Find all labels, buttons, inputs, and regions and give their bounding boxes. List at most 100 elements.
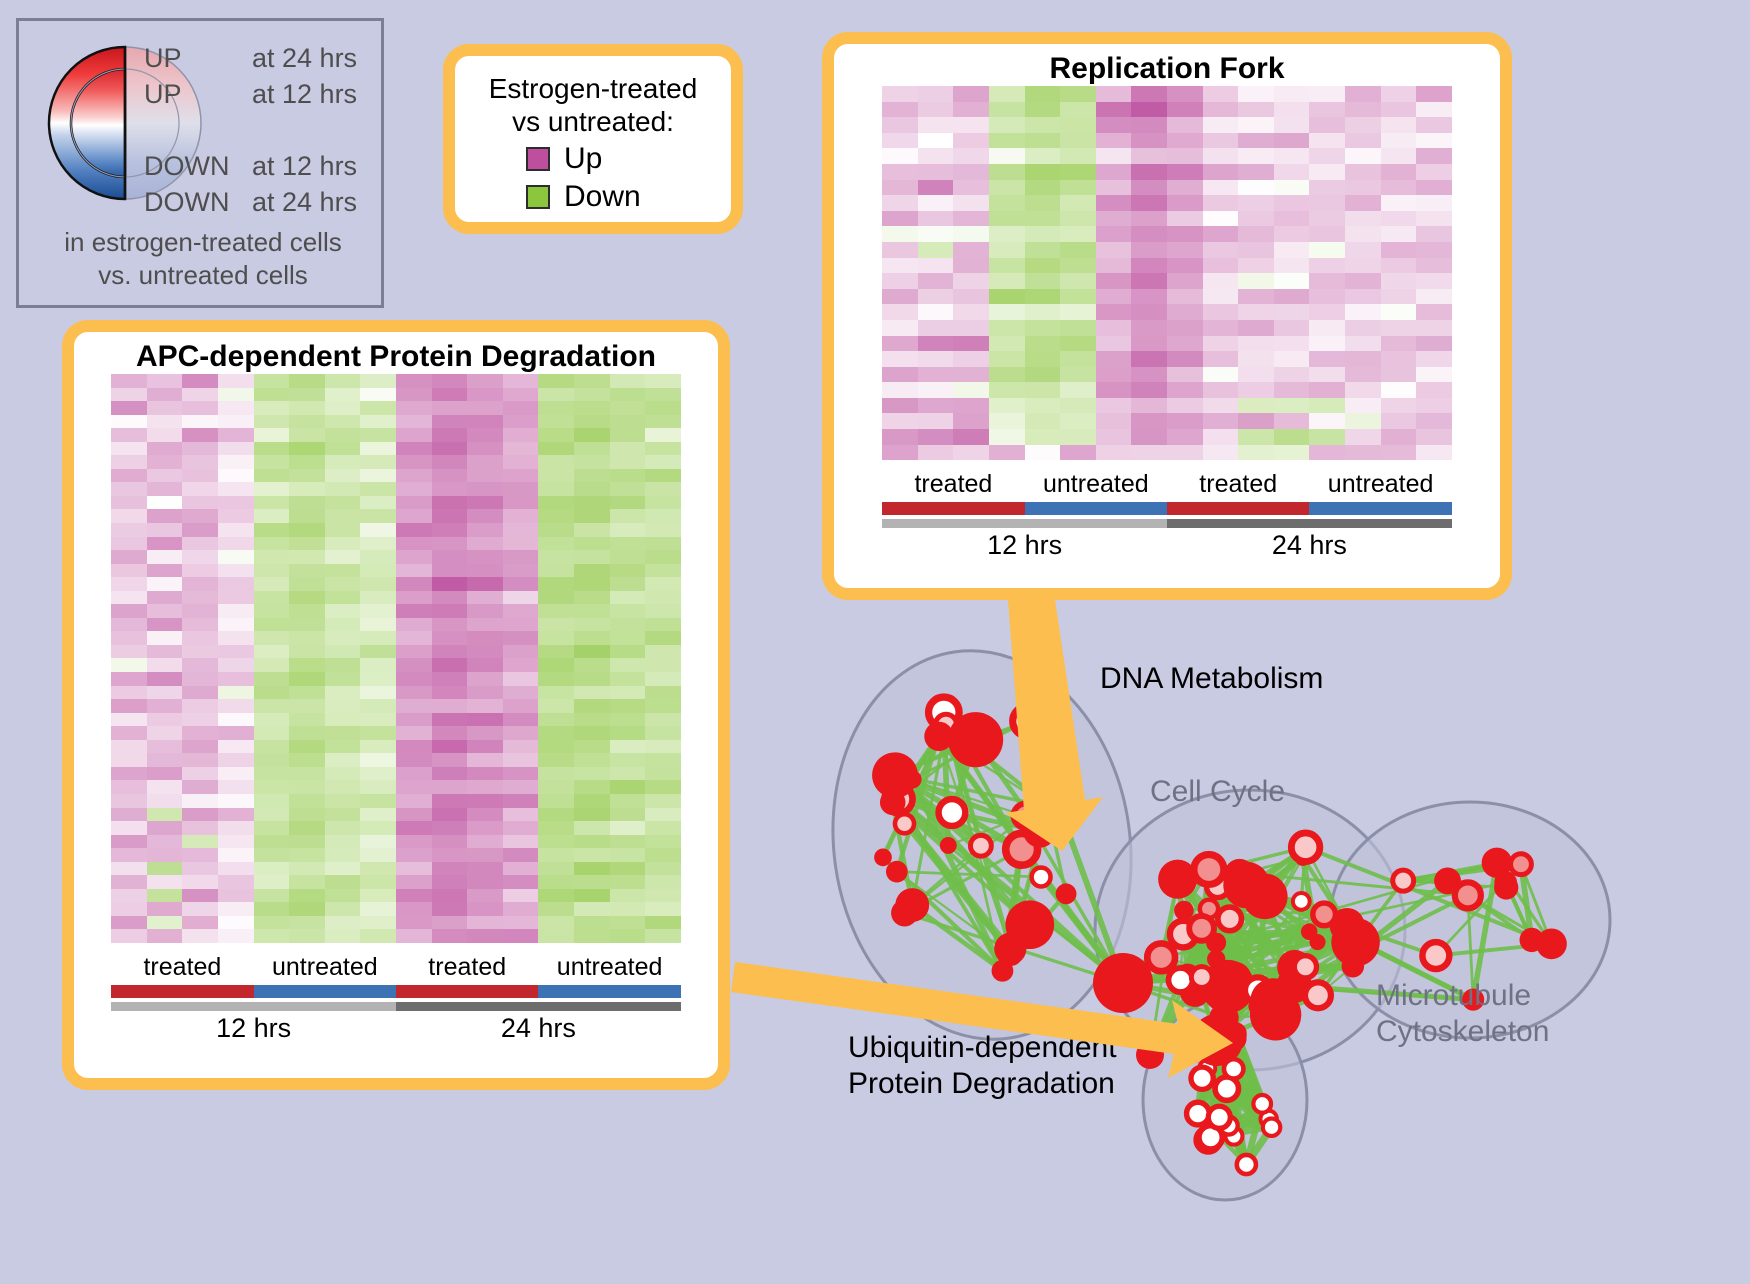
heatmap-cell (1131, 367, 1167, 383)
heatmap-cell (1238, 351, 1274, 367)
heatmap-cell (1060, 336, 1096, 352)
heatmap-cell (1381, 102, 1417, 118)
heatmap-cell (538, 591, 574, 605)
heatmap-cell (467, 672, 503, 686)
heatmap-cell (111, 577, 147, 591)
group-label: untreated (1309, 470, 1451, 499)
heatmap-cell (396, 618, 432, 632)
heatmap-cell (645, 929, 681, 943)
heatmap-cell (1025, 273, 1061, 289)
heatmap-cell (1203, 242, 1239, 258)
heatmap-cell (1416, 320, 1452, 336)
heatmap-cell (1167, 148, 1203, 164)
heatmap-cell (1309, 382, 1345, 398)
heatmap-cell (182, 374, 218, 388)
heatmap-cell (111, 835, 147, 849)
heatmap-cell (1131, 226, 1167, 242)
heatmap-cell (503, 794, 539, 808)
heatmap-cell (111, 780, 147, 794)
heatmap-cell (432, 889, 468, 903)
network-node (1174, 901, 1194, 921)
heatmap-cell (182, 523, 218, 537)
heatmap-cell (503, 862, 539, 876)
heatmap-cell (254, 889, 290, 903)
heatmap-cell (325, 713, 361, 727)
heatmap-cell (147, 699, 183, 713)
heatmap-cell (574, 577, 610, 591)
heatmap-cell (1025, 258, 1061, 274)
heatmap-cell (254, 916, 290, 930)
heatmap-cell (882, 336, 918, 352)
heatmap-cell (182, 482, 218, 496)
heatmap-cell (1131, 289, 1167, 305)
heatmap-cell (1025, 289, 1061, 305)
color-key-direction: DOWN (144, 187, 252, 218)
heatmap-cell (325, 577, 361, 591)
network-node (939, 799, 966, 826)
heatmap-cell (1060, 398, 1096, 414)
replication-fork-title: Replication Fork (834, 52, 1500, 86)
heatmap-cell (254, 794, 290, 808)
heatmap-cell (574, 482, 610, 496)
heatmap-cell (1131, 102, 1167, 118)
heatmap-cell (325, 658, 361, 672)
heatmap-cell (360, 604, 396, 618)
heatmap-cell (610, 672, 646, 686)
heatmap-cell (396, 767, 432, 781)
heatmap-cell (432, 415, 468, 429)
heatmap-cell (360, 929, 396, 943)
heatmap-cell (218, 631, 254, 645)
heatmap-cell (396, 848, 432, 862)
heatmap-cell (289, 929, 325, 943)
heatmap-cell (1345, 336, 1381, 352)
apc-time-bars (111, 1002, 681, 1011)
heatmap-cell (325, 686, 361, 700)
heatmap-cell (360, 740, 396, 754)
heatmap-cell (1345, 445, 1381, 461)
heatmap-cell (1345, 413, 1381, 429)
network-node (1032, 868, 1051, 887)
heatmap-cell (1381, 258, 1417, 274)
heatmap-cell (1096, 320, 1132, 336)
heatmap-cell (1274, 242, 1310, 258)
heatmap-cell (147, 388, 183, 402)
heatmap-cell (1131, 258, 1167, 274)
heatmap-cell (396, 442, 432, 456)
heatmap-cell (147, 672, 183, 686)
heatmap-cell (218, 875, 254, 889)
heatmap-cell (182, 455, 218, 469)
heatmap-cell (325, 875, 361, 889)
legend-panel: Estrogen-treated vs untreated: Up Down (443, 44, 743, 234)
heatmap-cell (182, 889, 218, 903)
heatmap-cell (610, 374, 646, 388)
heatmap-cell (325, 726, 361, 740)
heatmap-cell (432, 442, 468, 456)
heatmap-cell (1238, 273, 1274, 289)
heatmap-cell (1274, 336, 1310, 352)
heatmap-cell (147, 469, 183, 483)
heatmap-cell (1060, 226, 1096, 242)
heatmap-cell (289, 672, 325, 686)
heatmap-cell (254, 523, 290, 537)
heatmap-cell (1345, 180, 1381, 196)
heatmap-cell (360, 780, 396, 794)
heatmap-cell (396, 808, 432, 822)
group-bar-untreated (254, 985, 396, 998)
heatmap-cell (147, 591, 183, 605)
heatmap-cell (467, 604, 503, 618)
heatmap-cell (989, 413, 1025, 429)
heatmap-cell (111, 821, 147, 835)
heatmap-cell (1345, 289, 1381, 305)
network-node (1208, 1106, 1230, 1128)
heatmap-cell (325, 794, 361, 808)
heatmap-cell (989, 148, 1025, 164)
heatmap-cell (467, 862, 503, 876)
heatmap-cell (1096, 102, 1132, 118)
heatmap-cell (467, 537, 503, 551)
heatmap-cell (989, 195, 1025, 211)
heatmap-cell (574, 780, 610, 794)
heatmap-cell (989, 211, 1025, 227)
heatmap-cell (1203, 180, 1239, 196)
heatmap-cell (989, 336, 1025, 352)
heatmap-cell (396, 889, 432, 903)
